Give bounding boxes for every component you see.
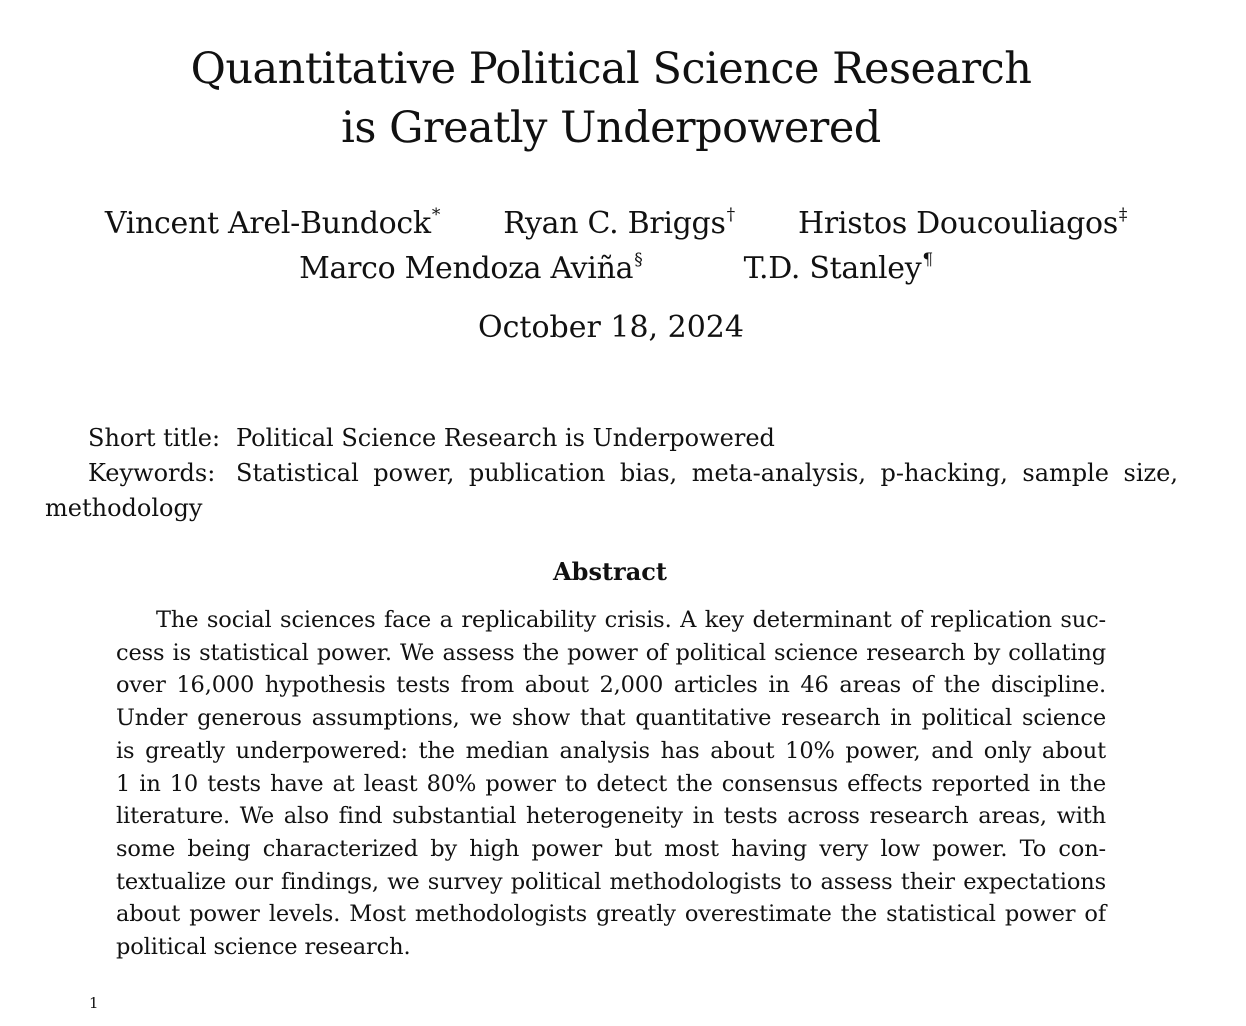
author-footnote-mark: ‡ bbox=[1118, 205, 1128, 225]
author-name: Marco Mendoza Aviña bbox=[299, 251, 634, 286]
author-name: Vincent Arel-Bundock bbox=[104, 206, 431, 241]
abstract-line: over 16,000 hypothesis tests from about … bbox=[116, 672, 1106, 699]
paper-title: Quantitative Political Science Research … bbox=[0, 40, 1222, 158]
keywords-label: Keywords: bbox=[88, 459, 216, 487]
abstract-line: some being characterized by high power b… bbox=[116, 835, 1106, 862]
author-stanley: T.D. Stanley¶ bbox=[743, 238, 934, 291]
short-title-value: Political Science Research is Underpower… bbox=[236, 424, 775, 452]
abstract-line: The social sciences face a replicability… bbox=[156, 607, 1106, 633]
short-title-line: Short title: Political Science Research i… bbox=[88, 421, 775, 455]
title-line-1: Quantitative Political Science Research bbox=[190, 44, 1032, 94]
author-footnote-mark: * bbox=[431, 205, 441, 225]
author-name: T.D. Stanley bbox=[743, 251, 922, 286]
abstract-line: cess is statistical power. We assess the… bbox=[116, 639, 1106, 666]
author-row-1: Vincent Arel-Bundock* Ryan C. Briggs† Hr… bbox=[0, 193, 1232, 246]
abstract-line: about power levels. Most methodologists … bbox=[116, 901, 1106, 928]
author-name: Hristos Doucouliagos bbox=[798, 206, 1118, 241]
abstract-line: 1 in 10 tests have at least 80% power to… bbox=[116, 770, 1106, 797]
abstract-line: textualize our findings, we survey polit… bbox=[116, 868, 1106, 895]
author-briggs: Ryan C. Briggs† bbox=[503, 193, 735, 246]
author-mendoza-avina: Marco Mendoza Aviña§ bbox=[299, 238, 643, 291]
abstract-body: The social sciences face a replicability… bbox=[116, 604, 1106, 964]
footnote-marker: 1 bbox=[89, 994, 99, 1012]
author-footnote-mark: § bbox=[634, 250, 643, 270]
author-footnote-mark: † bbox=[726, 205, 736, 225]
author-name: Ryan C. Briggs bbox=[503, 206, 726, 241]
keywords-line: Keywords: Statistical power, publication … bbox=[88, 456, 1178, 490]
paper-date: October 18, 2024 bbox=[478, 310, 744, 345]
author-footnote-mark: ¶ bbox=[922, 250, 933, 270]
author-doucouliagos: Hristos Doucouliagos‡ bbox=[798, 193, 1127, 246]
abstract-heading: Abstract bbox=[553, 557, 667, 586]
abstract-line: literature. We also find substantial het… bbox=[116, 803, 1106, 830]
keywords-value: Statistical power, publication bias, met… bbox=[236, 459, 1178, 487]
abstract-line: is greatly underpowered: the median anal… bbox=[116, 737, 1106, 764]
abstract-line: Under generous assumptions, we show that… bbox=[116, 705, 1106, 732]
author-row-2: Marco Mendoza Aviña§ T.D. Stanley¶ bbox=[0, 238, 1232, 291]
short-title-label: Short title: bbox=[88, 424, 221, 452]
author-arel-bundock: Vincent Arel-Bundock* bbox=[105, 193, 440, 246]
title-line-2: is Greatly Underpowered bbox=[341, 103, 881, 153]
keywords-continuation: methodology bbox=[45, 494, 203, 522]
abstract-line: political science research. bbox=[116, 934, 411, 961]
